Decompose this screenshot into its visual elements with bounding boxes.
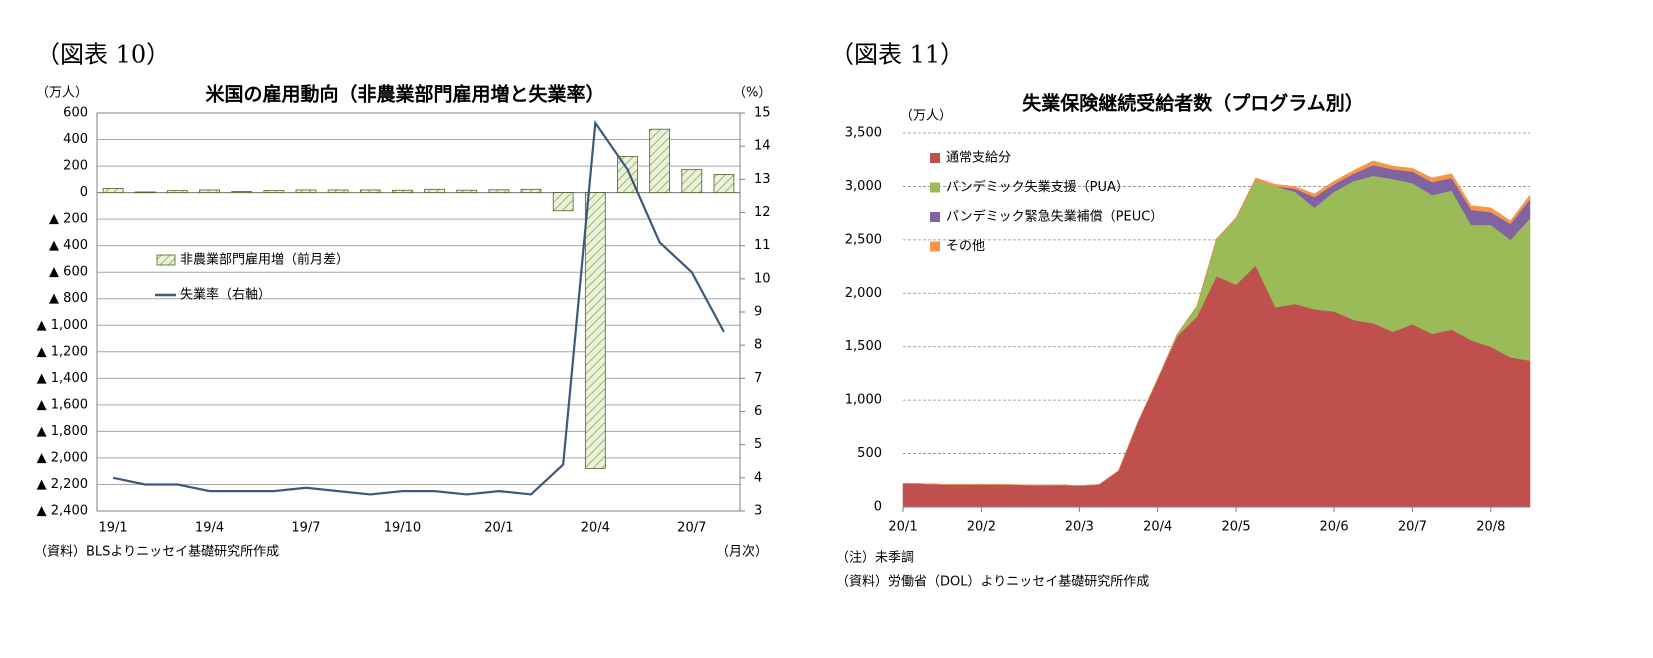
y-tick-label: 500 (857, 446, 882, 461)
line-series (112, 119, 725, 496)
y-tick-label: ▲ 2,400 (37, 504, 88, 519)
legend-swatch (930, 182, 940, 193)
y-tick-label: 2,000 (845, 286, 882, 301)
bar (392, 189, 413, 194)
bar (263, 190, 285, 194)
y2-tick-label: 14 (754, 139, 771, 154)
y2-tick-label: 4 (754, 470, 762, 485)
y2-tick-label: 3 (754, 504, 762, 519)
y-tick-label: ▲ 1,400 (37, 371, 88, 386)
bar (199, 189, 220, 194)
y-tick-label: ▲ 1,000 (37, 318, 88, 333)
legend-label: 失業率（右軸） (180, 287, 271, 303)
bar (327, 189, 349, 194)
x-tick-label: 19/4 (195, 521, 224, 536)
bar (520, 188, 542, 194)
bar (231, 191, 253, 193)
legend-label: その他 (946, 239, 985, 254)
area-series (902, 160, 1531, 486)
y-tick-label: 0 (80, 185, 88, 200)
bar (359, 189, 381, 194)
y-tick-label: ▲ 1,800 (37, 424, 88, 439)
bar (681, 169, 703, 194)
x-tick-label: 20/7 (1398, 520, 1427, 535)
legend-label: パンデミック緊急失業補償（PEUC） (946, 209, 1163, 225)
bar (456, 189, 478, 194)
legend-swatch (930, 212, 940, 222)
y2-tick-label: 6 (754, 404, 762, 419)
y-tick-label: 3,000 (845, 179, 882, 194)
x-tick-label: 20/4 (581, 521, 610, 536)
bar (295, 189, 317, 194)
bar (134, 191, 156, 193)
y-tick-label: ▲ 2,200 (37, 477, 88, 492)
x-tick-label: 19/1 (98, 521, 127, 536)
note: （注）未季調 (836, 551, 914, 566)
y2-tick-label: 11 (754, 238, 771, 253)
legend-label: 通常支給分 (946, 151, 1011, 166)
bar (713, 174, 735, 194)
y2-tick-label: 12 (754, 205, 771, 220)
legend-label: 非農業部門雇用増（前月差） (180, 252, 349, 268)
bar (424, 188, 445, 194)
y-unit: （万人） (36, 86, 88, 101)
bar (584, 192, 606, 469)
figure-label: （図表 11） (830, 41, 964, 69)
x-tick-label: 20/4 (1143, 520, 1172, 535)
y-tick-label: ▲ 600 (49, 265, 88, 280)
x-tick-label: 20/6 (1319, 520, 1348, 535)
y-tick-label: 200 (63, 159, 88, 174)
x-tick-label: 20/1 (484, 521, 513, 536)
legend-swatch (930, 241, 940, 252)
x-tick-label: 19/7 (291, 521, 320, 536)
y-tick-label: 600 (63, 106, 88, 121)
y-unit: （万人） (900, 109, 952, 124)
bar (617, 156, 638, 193)
bar (167, 190, 188, 194)
y2-tick-label: 8 (754, 338, 762, 353)
y-tick-label: ▲ 800 (49, 291, 88, 306)
chart-title: 失業保険継続受給者数（プログラム別） (1022, 92, 1363, 115)
y2-tick-label: 5 (754, 437, 762, 452)
bar (102, 188, 124, 194)
x-tick-label: 20/8 (1476, 520, 1505, 535)
y-tick-label: 1,000 (845, 393, 882, 408)
y2-tick-label: 9 (754, 305, 762, 320)
x-tick-label: 20/5 (1221, 520, 1250, 535)
y2-tick-label: 10 (754, 271, 771, 286)
bar (649, 128, 670, 193)
plot-border (96, 112, 741, 512)
y2-unit: （%） (733, 86, 771, 101)
bar (552, 192, 574, 212)
figure-label: （図表 10） (36, 41, 170, 69)
y-tick-label: ▲ 2,000 (37, 450, 88, 465)
chart-title: 米国の雇用動向（非農業部門雇用増と失業率） (205, 83, 604, 106)
x-unit: （月次） (716, 544, 768, 560)
y-tick-label: 2,500 (845, 232, 882, 247)
y-tick-label: ▲ 1,600 (37, 397, 88, 412)
x-tick-label: 20/7 (677, 521, 706, 536)
bar (488, 189, 510, 193)
source: （資料）労働省（DOL）よりニッセイ基礎研究所作成 (836, 575, 1149, 590)
y2-tick-label: 13 (754, 172, 771, 187)
y-tick-label: ▲ 1,200 (37, 344, 88, 359)
legend-swatch (930, 153, 940, 163)
legend-label: パンデミック失業支援（PUA） (946, 179, 1129, 195)
y-tick-label: 3,500 (845, 126, 882, 141)
source: （資料）BLSよりニッセイ基礎研究所作成 (34, 545, 279, 560)
y-tick-label: ▲ 200 (49, 212, 88, 227)
x-tick-label: 20/1 (888, 520, 917, 535)
x-tick-label: 19/10 (384, 521, 421, 536)
y-tick-label: 0 (874, 500, 882, 515)
legend-swatch (156, 254, 176, 266)
x-tick-label: 20/2 (967, 520, 996, 535)
y-tick-label: 400 (63, 132, 88, 147)
y-tick-label: 1,500 (845, 339, 882, 354)
y2-tick-label: 15 (754, 106, 771, 121)
x-tick-label: 20/3 (1065, 520, 1094, 535)
y-tick-label: ▲ 400 (49, 238, 88, 253)
y2-tick-label: 7 (754, 371, 762, 386)
